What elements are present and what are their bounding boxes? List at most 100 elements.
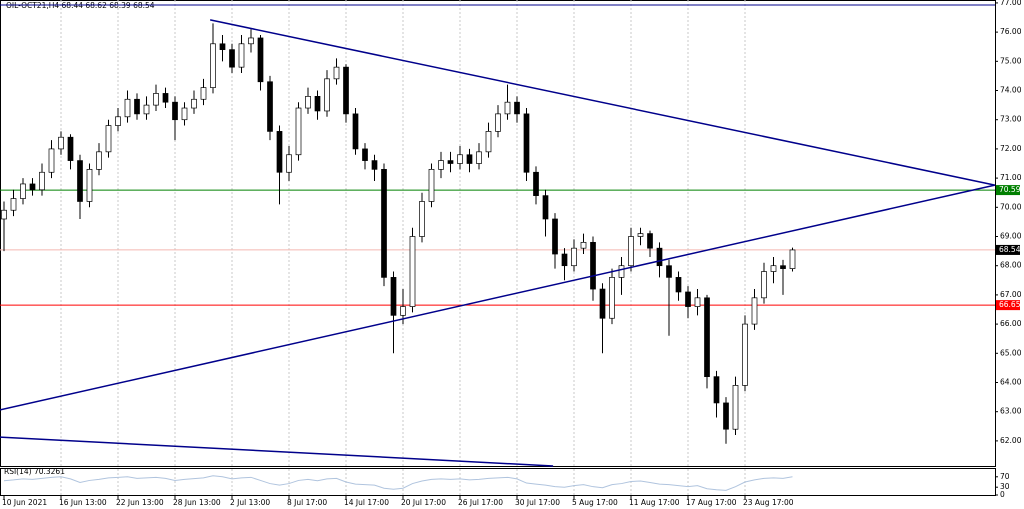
candle-body <box>248 37 254 45</box>
candle-body <box>742 323 748 386</box>
candle-body <box>428 168 435 202</box>
candle-body <box>542 195 549 220</box>
candle-body <box>67 136 74 161</box>
y-tick-label: 74.00 <box>1000 86 1022 95</box>
candle-body <box>200 87 207 100</box>
y-tick-label: 76.00 <box>1000 27 1022 36</box>
candle-body <box>267 81 273 132</box>
y-tick-label: 68.00 <box>1000 261 1022 270</box>
candle-body <box>723 402 729 430</box>
x-tick-label: 23 Aug 17:00 <box>743 498 794 507</box>
candle-body <box>457 154 463 164</box>
candle-body <box>675 277 682 293</box>
candle-body <box>637 233 644 237</box>
x-tick-label: 17 Aug 17:00 <box>686 498 737 507</box>
candle-body <box>124 98 131 118</box>
candle-body <box>409 236 416 307</box>
candle-body <box>305 96 311 109</box>
candle-body <box>704 297 710 378</box>
candle-body <box>609 277 615 319</box>
x-tick-label: 11 Aug 17:00 <box>629 498 680 507</box>
level-label-bg <box>996 300 1020 311</box>
candle-body <box>419 201 425 237</box>
candle-body <box>276 131 283 173</box>
candle-body <box>314 96 321 112</box>
x-tick-label: 10 Jun 2021 <box>2 498 47 507</box>
candle-body <box>362 148 368 161</box>
x-tick-label: 16 Jun 13:00 <box>59 498 107 507</box>
trend-line <box>0 436 554 467</box>
candle-body <box>485 131 492 153</box>
candle-body <box>590 241 596 290</box>
candle-body <box>666 265 672 278</box>
y-tick-label: 73.00 <box>1000 115 1022 124</box>
level-label: 66.65 <box>999 300 1021 309</box>
candle-body <box>580 241 587 249</box>
x-tick-label: 8 Jul 17:00 <box>287 498 327 507</box>
candle-body <box>476 151 482 164</box>
candle-body <box>229 49 235 68</box>
candle-body <box>115 116 121 126</box>
candle-body <box>257 37 264 83</box>
candle-body <box>466 154 473 164</box>
candle-body <box>295 107 302 156</box>
y-tick-label: 63.00 <box>1000 407 1022 416</box>
y-tick-label: 67.00 <box>1000 290 1022 299</box>
candle-body <box>504 101 511 115</box>
y-tick-label: 72.00 <box>1000 144 1022 153</box>
candle-body <box>381 168 387 278</box>
candle-body <box>371 160 378 170</box>
candle-body <box>20 183 26 199</box>
candle-body <box>96 151 102 170</box>
x-tick-label: 20 Jul 17:00 <box>401 498 446 507</box>
y-tick-label: 71.00 <box>1000 173 1022 182</box>
candle-body <box>571 247 577 267</box>
candle-body <box>780 265 786 269</box>
y-tick-label: 77.00 <box>1000 0 1022 7</box>
y-tick-label: 62.00 <box>1000 436 1022 445</box>
candle-body <box>685 291 691 307</box>
rsi-panel <box>0 468 996 496</box>
candle-body <box>514 101 520 115</box>
x-tick-label: 22 Jun 13:00 <box>116 498 164 507</box>
y-tick-label: 69.00 <box>1000 232 1022 241</box>
candle-body <box>761 271 767 299</box>
trend-line <box>209 19 996 186</box>
candle-body <box>400 306 406 316</box>
candle-body <box>210 43 216 88</box>
trend-line <box>0 184 996 411</box>
candle-body <box>48 148 55 173</box>
candle-body <box>105 125 112 153</box>
candle-body <box>324 78 330 112</box>
candle-body <box>86 168 93 202</box>
x-tick-label: 30 Jul 17:00 <box>515 498 560 507</box>
candle-body <box>732 385 739 430</box>
x-tick-label: 5 Aug 17:00 <box>572 498 618 507</box>
candle-body <box>352 113 359 150</box>
level-label: 68.54 <box>999 245 1021 254</box>
candle-body <box>647 233 653 249</box>
rsi-line <box>3 475 793 491</box>
candle-body <box>77 160 83 202</box>
candle-body <box>770 265 777 272</box>
candle-body <box>495 113 501 132</box>
candle-body <box>153 93 159 106</box>
candle-body <box>447 160 454 164</box>
level-label: 70.59 <box>999 185 1021 194</box>
candle-body <box>333 66 340 80</box>
candle-body <box>599 288 606 319</box>
candle-body <box>523 113 530 173</box>
y-tick-label: 64.00 <box>1000 377 1022 386</box>
candle-body <box>191 98 197 109</box>
candle-body <box>162 93 169 103</box>
rsi-tick-label: 30 <box>1000 482 1010 491</box>
price-panel <box>0 0 996 467</box>
candle-body <box>390 277 397 316</box>
rsi-tick-label: 0 <box>1000 490 1005 499</box>
candle-body <box>656 247 663 267</box>
candle-body <box>552 218 558 255</box>
candle-body <box>39 171 45 191</box>
candle-body <box>143 104 150 115</box>
